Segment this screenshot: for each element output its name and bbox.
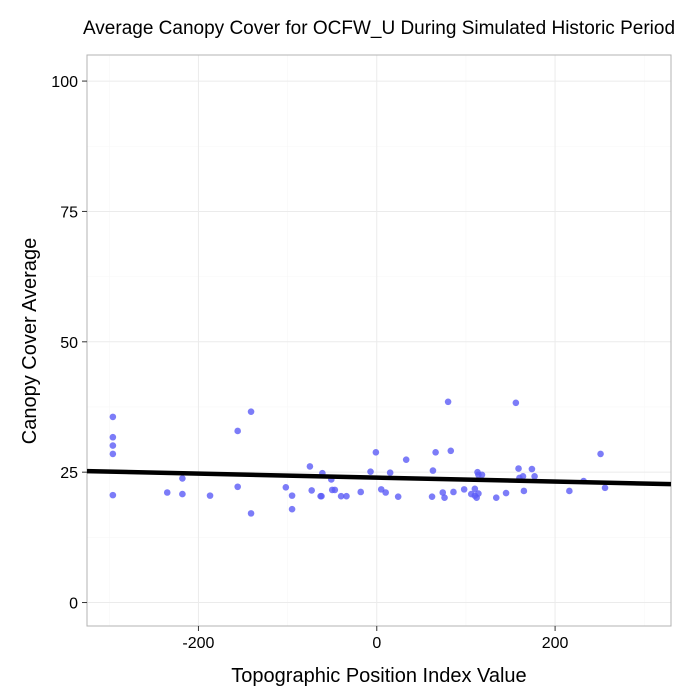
data-point <box>471 485 479 493</box>
data-point <box>444 398 452 406</box>
data-point <box>288 492 296 499</box>
y-tick-label: 25 <box>60 465 78 482</box>
data-point <box>343 492 350 500</box>
trend-line-layer <box>86 468 672 487</box>
data-point <box>515 465 522 472</box>
data-point <box>394 493 402 500</box>
x-tick-label: -200 <box>182 635 214 652</box>
data-point <box>308 487 315 494</box>
y-tick-label: 100 <box>51 74 78 91</box>
data-point <box>386 469 394 476</box>
data-point <box>601 484 609 492</box>
y-axis-label: Canopy Cover Average <box>19 238 41 444</box>
data-point <box>331 486 339 494</box>
data-point <box>566 487 573 495</box>
data-point <box>597 450 604 458</box>
data-point <box>447 447 455 455</box>
x-axis-ticks: -200 0 200 <box>182 626 569 652</box>
data-point <box>520 487 528 495</box>
data-point <box>109 450 117 458</box>
plot-border <box>86 54 672 627</box>
data-point <box>382 489 389 496</box>
data-point <box>109 491 117 499</box>
data-point <box>502 489 510 497</box>
data-point <box>306 463 314 470</box>
y-tick-label: 75 <box>60 204 78 221</box>
data-point <box>402 456 410 463</box>
data-point <box>441 494 448 502</box>
data-point <box>512 399 520 407</box>
trend-line <box>86 468 672 487</box>
data-point <box>337 492 345 500</box>
data-points <box>109 398 609 517</box>
data-point <box>318 492 325 500</box>
grid-lines <box>87 55 671 626</box>
data-point <box>163 489 171 496</box>
data-point <box>531 473 538 480</box>
data-point <box>492 494 500 502</box>
data-point <box>179 490 186 498</box>
x-tick-label: 200 <box>542 635 569 652</box>
data-point <box>460 486 468 493</box>
chart-title: Average Canopy Cover for OCFW_U During S… <box>83 18 675 39</box>
data-point <box>528 465 536 473</box>
data-point <box>179 475 186 482</box>
x-tick-label: 0 <box>372 635 381 652</box>
data-point <box>475 490 482 497</box>
y-axis-ticks: 0 25 50 75 100 <box>51 74 87 613</box>
data-point <box>357 488 365 496</box>
data-point <box>247 510 255 517</box>
data-point <box>109 442 117 449</box>
data-point <box>428 493 436 500</box>
data-point <box>478 471 486 479</box>
data-point <box>234 427 241 435</box>
data-point <box>288 505 296 513</box>
data-point <box>206 492 214 499</box>
data-point <box>247 408 255 415</box>
data-point <box>519 473 527 480</box>
data-point <box>367 468 374 475</box>
data-point <box>450 488 457 496</box>
y-tick-label: 0 <box>69 596 78 613</box>
data-point <box>109 433 117 441</box>
data-point <box>109 413 117 421</box>
data-point <box>432 449 439 456</box>
y-tick-label: 50 <box>60 335 78 352</box>
data-point <box>439 489 447 496</box>
data-point <box>234 483 241 491</box>
data-point <box>372 449 380 456</box>
x-axis-label: Topographic Position Index Value <box>231 665 526 687</box>
data-point <box>429 467 437 474</box>
data-point <box>282 483 290 491</box>
